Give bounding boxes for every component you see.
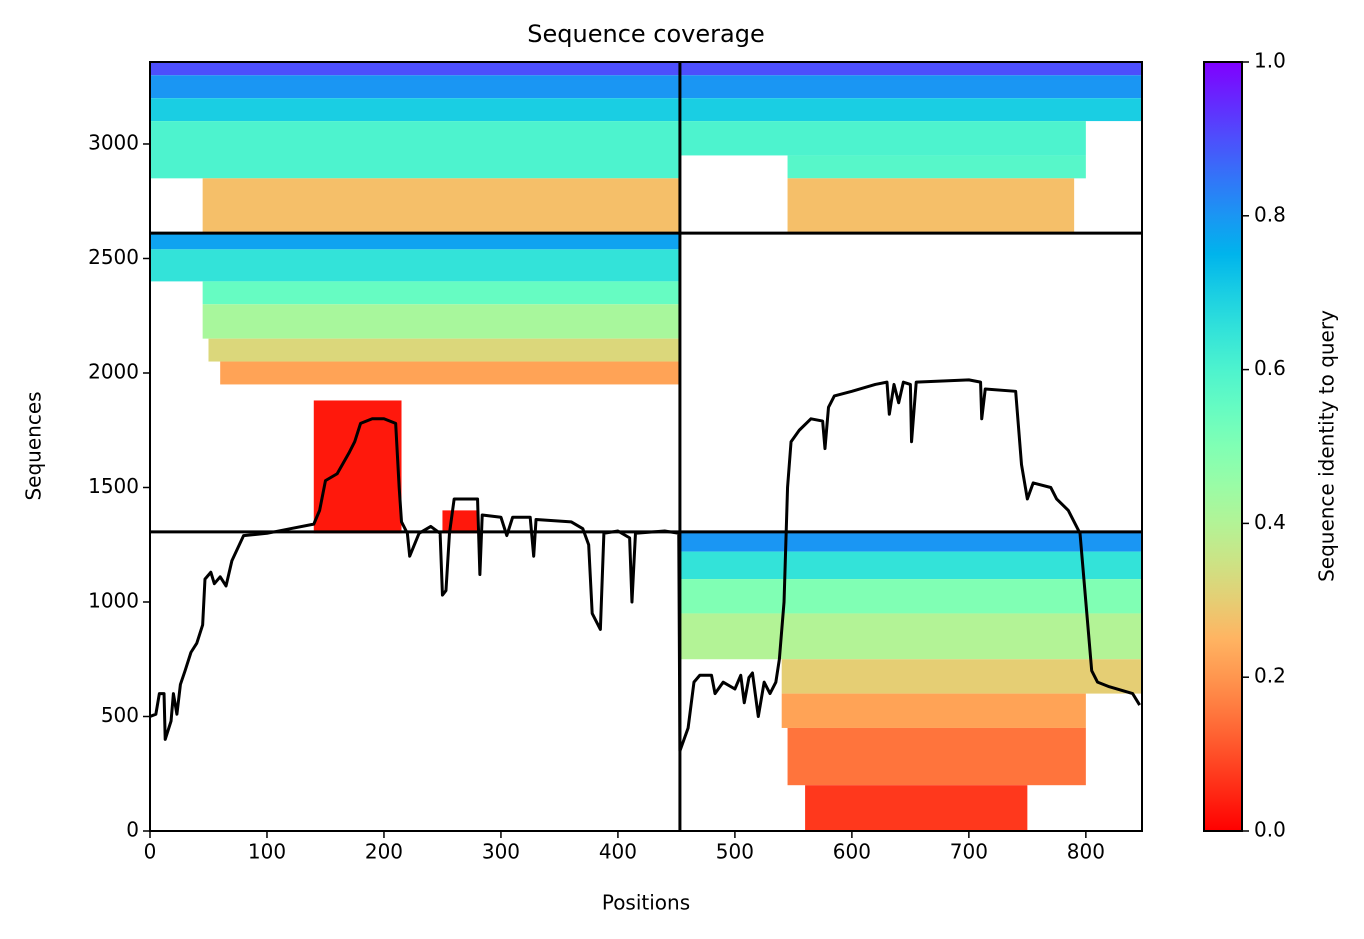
y-tick-label: 1000 bbox=[88, 588, 139, 612]
colorbar-tick-label: 0.4 bbox=[1254, 510, 1286, 534]
coverage-block bbox=[679, 579, 1142, 614]
x-tick-label: 400 bbox=[599, 840, 637, 864]
coverage-block bbox=[781, 693, 1086, 728]
coverage-block bbox=[150, 249, 680, 282]
colorbar-tick-label: 1.0 bbox=[1254, 49, 1286, 73]
coverage-line bbox=[149, 378, 1141, 753]
coverage-block bbox=[787, 178, 1075, 234]
coverage-block bbox=[679, 532, 1142, 552]
colorbar-label: Sequence identity to query bbox=[1315, 310, 1339, 582]
colorbar-tick-label: 0.6 bbox=[1254, 356, 1286, 380]
coverage-block bbox=[150, 75, 680, 99]
coverage-block bbox=[787, 155, 1086, 179]
y-tick-label: 2000 bbox=[88, 359, 139, 383]
x-tick-label: 100 bbox=[248, 840, 286, 864]
coverage-block bbox=[220, 361, 680, 385]
coverage-block bbox=[679, 98, 1142, 122]
y-tick-label: 2500 bbox=[88, 245, 139, 269]
x-tick-label: 800 bbox=[1067, 840, 1105, 864]
coverage-block bbox=[679, 121, 1086, 156]
y-axis-label: Sequences bbox=[22, 391, 46, 500]
coverage-block bbox=[679, 613, 1142, 660]
colorbar-tick-label: 0.2 bbox=[1254, 664, 1286, 688]
coverage-block bbox=[202, 281, 680, 305]
coverage-block bbox=[150, 62, 680, 76]
coverage-block bbox=[208, 338, 680, 362]
y-tick-label: 0 bbox=[126, 818, 139, 842]
coverage-block bbox=[150, 233, 680, 250]
y-tick-label: 1500 bbox=[88, 474, 139, 498]
y-tick-label: 500 bbox=[101, 703, 139, 727]
coverage-block bbox=[679, 75, 1142, 99]
colorbar-tick-label: 0.0 bbox=[1254, 818, 1286, 842]
coverage-block bbox=[781, 659, 1142, 694]
coverage-block bbox=[313, 400, 402, 534]
colorbar-tick-label: 0.8 bbox=[1254, 202, 1286, 226]
chart-title: Sequence coverage bbox=[527, 20, 764, 48]
y-tick-label: 3000 bbox=[88, 130, 139, 154]
coverage-block bbox=[787, 727, 1086, 786]
x-axis-label: Positions bbox=[602, 891, 690, 915]
coverage-block bbox=[202, 178, 680, 234]
coverage-block bbox=[442, 510, 478, 534]
x-tick-label: 600 bbox=[833, 840, 871, 864]
coverage-block bbox=[202, 304, 680, 339]
coverage-block bbox=[150, 121, 680, 179]
x-tick-label: 300 bbox=[482, 840, 520, 864]
plot-frame bbox=[149, 61, 1143, 832]
coverage-block bbox=[679, 551, 1142, 580]
x-tick-label: 700 bbox=[950, 840, 988, 864]
coverage-block bbox=[150, 98, 680, 122]
coverage-block bbox=[805, 785, 1028, 831]
x-tick-label: 500 bbox=[716, 840, 754, 864]
x-tick-label: 0 bbox=[144, 840, 157, 864]
x-tick-label: 200 bbox=[365, 840, 403, 864]
coverage-block bbox=[679, 62, 1142, 76]
colorbar bbox=[1203, 61, 1243, 832]
